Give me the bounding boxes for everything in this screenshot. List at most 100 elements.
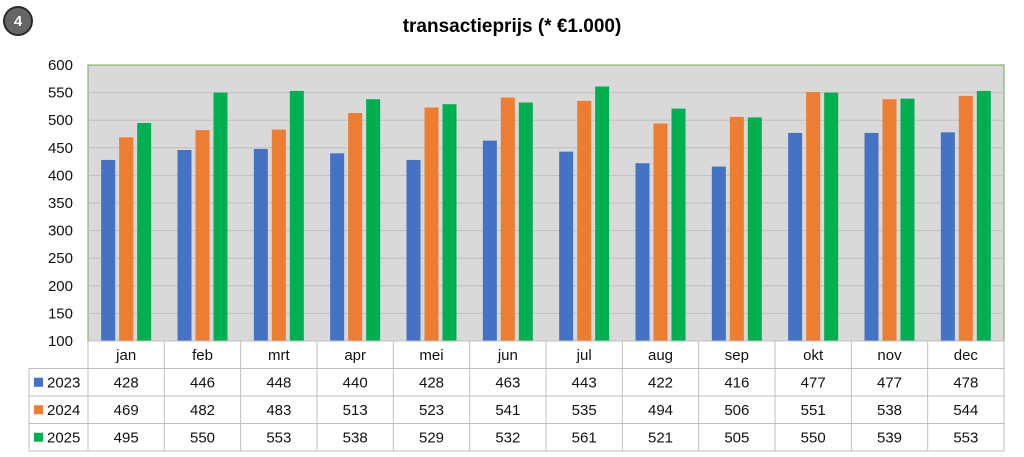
table-value: 506 xyxy=(724,402,749,419)
table-value: 463 xyxy=(495,374,520,391)
table-value: 495 xyxy=(114,429,139,446)
bar-2023-mei xyxy=(406,159,421,341)
bar-2023-jun xyxy=(482,140,497,341)
y-tick-label: 100 xyxy=(48,333,73,350)
table-value: 416 xyxy=(724,374,749,391)
bar-2025-nov xyxy=(900,98,915,341)
table-value: 483 xyxy=(266,402,291,419)
table-value: 440 xyxy=(343,374,368,391)
bar-2023-sep xyxy=(711,166,726,341)
table-value: 428 xyxy=(419,374,444,391)
table-value: 482 xyxy=(190,402,215,419)
bar-2023-okt xyxy=(788,132,803,341)
y-tick-label: 300 xyxy=(48,223,73,240)
y-tick-label: 600 xyxy=(48,57,73,74)
table-value: 521 xyxy=(648,429,673,446)
table-value: 505 xyxy=(724,429,749,446)
bar-2023-feb xyxy=(177,150,192,341)
y-tick-label: 150 xyxy=(48,305,73,322)
table-value: 477 xyxy=(801,374,826,391)
table-value: 544 xyxy=(953,402,978,419)
legend-key-2024 xyxy=(34,405,43,415)
bar-2025-jul xyxy=(595,86,610,341)
plot-area xyxy=(87,64,1005,342)
bar-2024-jul xyxy=(577,100,592,341)
category-label: jul xyxy=(576,347,592,364)
table-value: 541 xyxy=(495,402,520,419)
bars-layer xyxy=(101,86,991,342)
table-value: 523 xyxy=(419,402,444,419)
bar-2025-mei xyxy=(442,104,457,341)
bar-2023-nov xyxy=(864,132,879,341)
legend-label-2024: 2024 xyxy=(47,402,80,419)
bar-2025-okt xyxy=(824,92,839,341)
table-value: 529 xyxy=(419,429,444,446)
y-tick-label: 350 xyxy=(48,195,73,212)
bar-2024-jan xyxy=(119,137,134,341)
chart-title: transactieprijs (* €1.000) xyxy=(402,16,622,37)
bar-2024-aug xyxy=(653,123,668,342)
category-label: okt xyxy=(803,347,824,364)
table-value: 478 xyxy=(953,374,978,391)
table-value: 550 xyxy=(190,429,215,446)
bar-2025-feb xyxy=(213,92,228,341)
bar-2023-apr xyxy=(330,153,345,341)
category-label: sep xyxy=(725,347,749,364)
table-value: 448 xyxy=(266,374,291,391)
y-axis: 100 150 200 250 300 350 400 450 500 550 600 xyxy=(48,57,73,350)
table-value: 422 xyxy=(648,374,673,391)
table-value: 553 xyxy=(953,429,978,446)
legend-label-2025: 2025 xyxy=(47,429,80,446)
table-value: 553 xyxy=(266,429,291,446)
table-value: 494 xyxy=(648,402,673,419)
table-value: 551 xyxy=(801,402,826,419)
bar-2025-sep xyxy=(747,117,762,341)
bar-2024-okt xyxy=(806,92,821,341)
bar-2023-mrt xyxy=(253,148,268,341)
table-value: 538 xyxy=(343,429,368,446)
category-label: nov xyxy=(877,347,902,364)
table-value: 561 xyxy=(572,429,597,446)
legend-key-2023 xyxy=(34,377,43,387)
table-value: 469 xyxy=(114,402,139,419)
table-value: 535 xyxy=(572,402,597,419)
y-tick-label: 400 xyxy=(48,167,73,184)
table-value: 538 xyxy=(877,402,902,419)
table-value: 477 xyxy=(877,374,902,391)
category-label: jun xyxy=(497,347,518,364)
y-tick-label: 550 xyxy=(48,85,73,102)
category-label: aug xyxy=(648,347,673,364)
bar-2023-aug xyxy=(635,163,650,341)
table-value: 443 xyxy=(572,374,597,391)
legend-label-2023: 2023 xyxy=(47,374,80,391)
bar-2023-dec xyxy=(940,132,955,341)
data-table: jan feb mrt apr mei jun jul aug sep okt nov dec 2023… xyxy=(28,340,1005,452)
table-value: 550 xyxy=(801,429,826,446)
bar-2025-jun xyxy=(518,102,533,341)
bar-2024-feb xyxy=(195,130,210,341)
category-label: mei xyxy=(419,347,443,364)
category-label: mrt xyxy=(268,347,290,364)
bar-2023-jul xyxy=(559,151,574,341)
legend-key-2025 xyxy=(34,432,43,442)
category-label: apr xyxy=(344,347,366,364)
bar-2024-mei xyxy=(424,107,439,341)
y-tick-label: 450 xyxy=(48,140,73,157)
bar-2025-mrt xyxy=(289,90,304,341)
table-value: 446 xyxy=(190,374,215,391)
bar-2025-dec xyxy=(976,90,991,341)
bar-2024-jun xyxy=(500,97,515,342)
number-badge: 4 xyxy=(3,6,33,36)
category-label: dec xyxy=(954,347,979,364)
bar-2025-jan xyxy=(137,122,152,342)
bar-2025-apr xyxy=(366,99,381,341)
category-label: jan xyxy=(115,347,136,364)
bar-2025-aug xyxy=(671,108,686,341)
table-value: 532 xyxy=(495,429,520,446)
y-tick-label: 500 xyxy=(48,112,73,129)
bar-2024-mrt xyxy=(271,129,286,341)
bar-2024-dec xyxy=(958,95,973,341)
table-value: 539 xyxy=(877,429,902,446)
bar-2024-apr xyxy=(348,113,363,341)
table-value: 513 xyxy=(343,402,368,419)
